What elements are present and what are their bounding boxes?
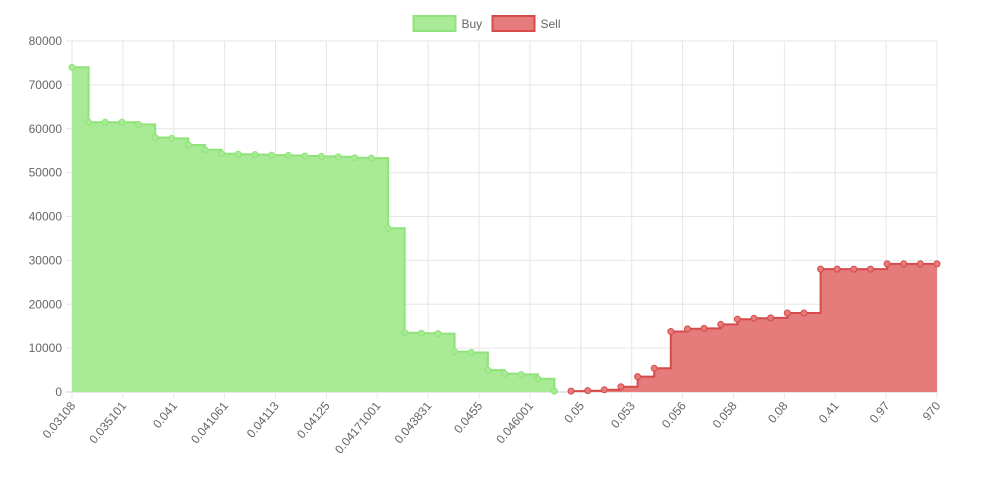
sell-point: [600, 386, 608, 394]
buy-point: [151, 134, 159, 142]
sell-point: [650, 364, 658, 372]
x-tick-label: 0.046001: [493, 399, 536, 447]
sell-point: [667, 327, 675, 335]
y-tick-label: 40000: [29, 210, 63, 224]
sell-point: [634, 373, 642, 381]
buy-point: [85, 118, 93, 126]
y-tick-label: 10000: [29, 341, 63, 355]
x-tick-label: 0.056: [659, 399, 689, 431]
sell-point: [833, 265, 841, 273]
buy-point: [284, 152, 292, 160]
buy-point: [135, 120, 143, 128]
buy-point: [451, 348, 459, 356]
buy-point: [417, 329, 425, 337]
x-tick-label: 0.05: [561, 399, 587, 426]
sell-point: [883, 260, 891, 268]
y-tick-label: 80000: [29, 34, 63, 48]
buy-point: [101, 118, 109, 126]
buy-point: [517, 370, 525, 378]
legend-sell-swatch: [491, 15, 536, 32]
sell-point: [800, 309, 808, 317]
sell-point: [817, 265, 825, 273]
buy-point: [367, 154, 375, 162]
buy-point: [501, 370, 508, 378]
x-tick-label: 0.041: [150, 399, 180, 431]
y-tick-label: 60000: [29, 122, 63, 136]
buy-point: [168, 134, 176, 142]
buy-point: [218, 150, 226, 158]
y-tick-label: 20000: [29, 297, 63, 311]
x-tick-label: 0.04113: [244, 399, 282, 441]
buy-point: [550, 387, 558, 395]
sell-point: [733, 315, 741, 323]
y-tick-label: 50000: [29, 166, 63, 180]
x-tick-label: 0.0455: [451, 399, 486, 436]
buy-point: [318, 152, 326, 160]
sell-point: [584, 387, 592, 395]
sell-point: [617, 383, 625, 391]
buy-point: [301, 152, 309, 160]
buy-point: [251, 151, 259, 159]
buy-point: [534, 375, 542, 383]
buy-point: [384, 224, 392, 232]
x-tick-label: 0.058: [710, 399, 740, 431]
sell-point: [567, 387, 575, 395]
buy-point: [467, 349, 475, 357]
buy-point: [268, 151, 276, 159]
sell-point: [850, 265, 858, 273]
buy-point: [434, 330, 442, 338]
x-tick-label: 0.41: [816, 399, 842, 426]
buy-point: [401, 329, 409, 337]
x-tick-label: 0.03108: [40, 399, 79, 441]
buy-point: [484, 366, 492, 374]
sell-point: [750, 314, 758, 322]
x-tick-label: 0.041061: [188, 399, 231, 447]
x-tick-label: 970: [920, 399, 944, 424]
x-tick-label: 0.053: [608, 399, 638, 431]
sell-point: [767, 314, 775, 322]
legend-sell-label: Sell: [541, 17, 561, 31]
x-tick-label: 0.97: [867, 399, 893, 426]
sell-point: [916, 260, 924, 268]
x-tick-label: 0.035101: [86, 399, 129, 447]
buy-point: [184, 141, 192, 149]
buy-point: [201, 146, 209, 154]
x-tick-label: 0.04171001: [332, 399, 384, 457]
x-tick-label: 0.08: [765, 399, 791, 426]
sell-point: [866, 265, 874, 273]
buy-point: [118, 118, 126, 126]
buy-point: [234, 150, 242, 158]
sell-area: [571, 263, 937, 392]
y-tick-label: 70000: [29, 78, 63, 92]
sell-point: [900, 260, 908, 268]
y-tick-label: 0: [55, 385, 62, 399]
x-tick-label: 0.043831: [392, 399, 435, 447]
buy-point: [68, 63, 76, 71]
x-tick-label: 0.04125: [294, 399, 333, 441]
sell-point: [783, 309, 791, 317]
sell-point: [717, 320, 725, 328]
legend-buy-swatch: [412, 15, 457, 32]
sell-point: [700, 324, 708, 332]
buy-point: [334, 153, 342, 161]
buy-point: [351, 154, 359, 162]
legend-buy-label: Buy: [462, 17, 483, 31]
buy-area: [72, 67, 555, 393]
sell-point: [683, 325, 691, 333]
y-tick-label: 30000: [29, 253, 63, 267]
sell-point: [933, 260, 941, 268]
